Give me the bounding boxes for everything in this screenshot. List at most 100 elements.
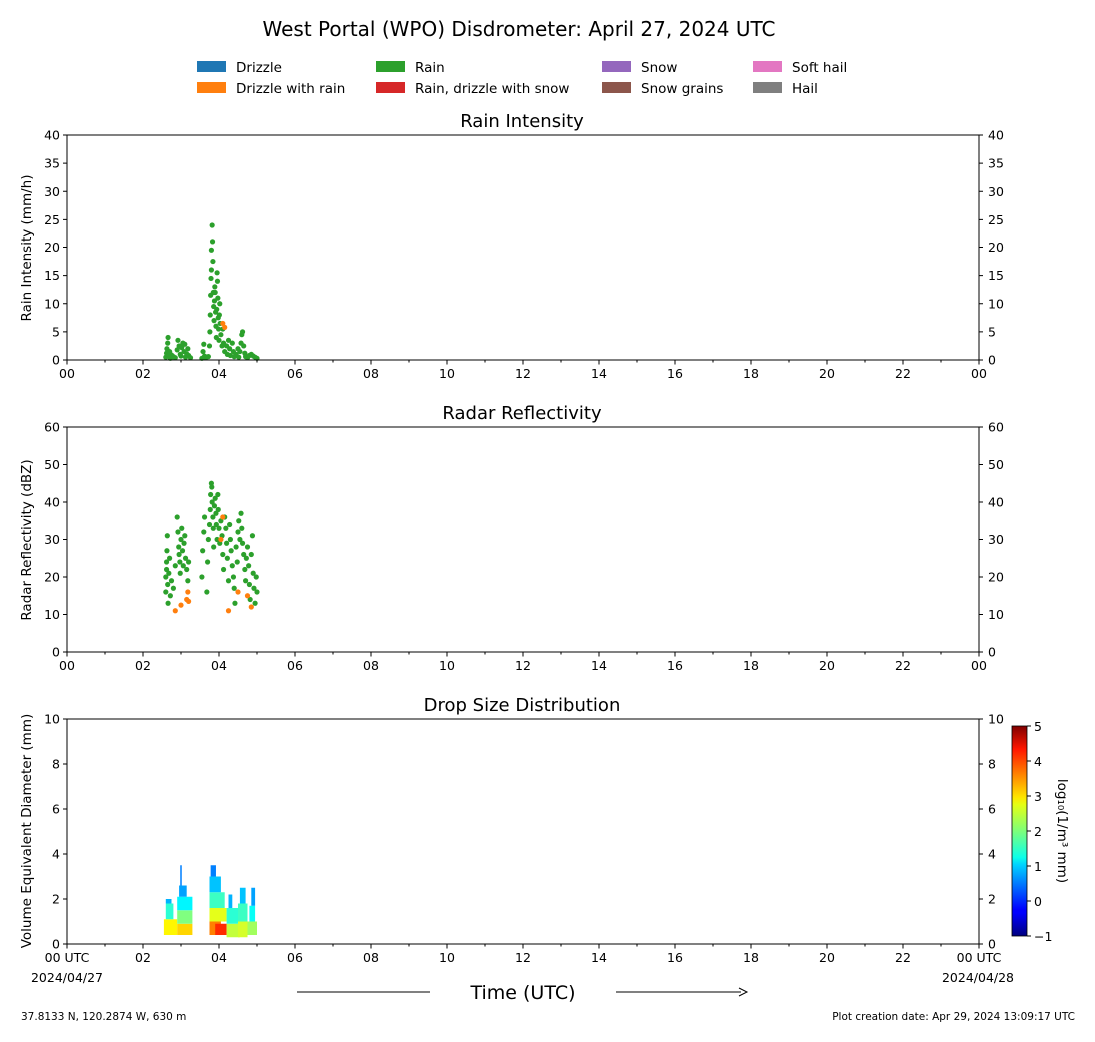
legend-swatch: [376, 61, 405, 72]
x-tick-label: 10: [439, 366, 455, 381]
data-point: [214, 536, 220, 543]
data-point: [170, 585, 176, 591]
data-point: [218, 536, 224, 543]
data-point: [200, 348, 206, 355]
data-point: [217, 301, 223, 307]
data-point: [243, 555, 249, 561]
y-tick-label-right: 10: [988, 296, 1004, 311]
data-point: [248, 604, 254, 610]
data-point: [185, 578, 191, 584]
y-tick-label-right: 20: [988, 570, 1004, 585]
dsd-cell: [165, 899, 172, 904]
data-point: [239, 329, 246, 335]
data-point: [177, 570, 183, 576]
data-point: [222, 324, 228, 330]
data-point: [237, 536, 243, 543]
data-point: [210, 514, 216, 520]
data-point: [215, 491, 221, 498]
location-text: 37.8133 N, 120.2874 W, 630 m: [21, 1011, 186, 1023]
x-tick-label: 06: [287, 366, 303, 381]
data-point: [209, 484, 215, 490]
data-point: [163, 559, 170, 565]
data-point: [247, 596, 253, 603]
y-tick-label-left: 0: [52, 937, 60, 952]
x-tick-label: 22: [895, 658, 911, 673]
x-tick-label: 22: [895, 950, 911, 965]
y-tick-label-right: 40: [988, 128, 1004, 143]
colorbar: log₁₀(1/m³ mm) −1 0 1 2 3 4 5: [1011, 719, 1070, 944]
data-point: [200, 548, 206, 554]
y-tick-label-left: 40: [44, 495, 60, 510]
data-point: [207, 506, 213, 513]
y-tick-label-right: 30: [988, 532, 1004, 547]
data-point: [252, 600, 258, 606]
data-point: [224, 555, 230, 561]
drop-size-ylabel: Volume Equivalent Diameter (mm): [19, 714, 35, 949]
data-point: [223, 525, 229, 531]
y-tick-label-right: 0: [988, 353, 996, 368]
data-point: [250, 570, 256, 576]
data-point: [229, 340, 235, 346]
data-point: [178, 536, 184, 543]
data-point: [187, 355, 194, 361]
colorbar-tick-label: 3: [1034, 789, 1042, 804]
dsd-cell: [226, 908, 238, 924]
y-tick-label-right: 25: [988, 212, 1004, 227]
data-point: [235, 529, 241, 535]
x-tick-label: 14: [591, 950, 607, 965]
y-tick-label-right: 60: [988, 420, 1004, 435]
legend-swatch: [197, 82, 226, 93]
dsd-cell: [165, 903, 174, 920]
dsd-cell: [177, 896, 193, 911]
data-point: [163, 566, 170, 573]
dsd-cell: [247, 921, 257, 935]
colorbar-tick-label: 5: [1034, 719, 1042, 734]
data-point: [214, 278, 221, 284]
y-tick-label-left: 0: [52, 353, 60, 368]
data-point: [178, 602, 184, 608]
data-point: [246, 563, 252, 569]
data-point: [214, 306, 220, 312]
x-tick-label: 20: [819, 950, 835, 965]
legend-label: Snow grains: [641, 81, 723, 97]
axes-frame: [66, 718, 980, 945]
data-point: [216, 337, 222, 343]
data-point: [167, 555, 173, 561]
data-point: [179, 548, 186, 554]
y-tick-label-right: 50: [988, 457, 1004, 472]
data-point: [209, 222, 215, 228]
data-point: [216, 525, 222, 531]
data-point: [182, 555, 189, 561]
radar-reflectivity-title: Radar Reflectivity: [442, 403, 602, 424]
x-tick-label: 14: [591, 366, 607, 381]
data-point: [215, 506, 221, 513]
data-point: [165, 334, 171, 341]
time-axis-label-group: Time (UTC): [297, 982, 749, 1004]
y-tick-label-left: 35: [44, 156, 60, 171]
data-point: [213, 510, 219, 516]
legend-swatch: [197, 61, 226, 72]
y-tick-label-left: 0: [52, 645, 60, 660]
dsd-cell: [179, 885, 187, 897]
dsd-cell: [226, 923, 240, 938]
y-tick-label-left: 15: [44, 268, 60, 283]
x-tick-label: 18: [743, 950, 759, 965]
y-tick-label-left: 60: [44, 420, 60, 435]
data-point: [251, 585, 257, 591]
y-tick-label-right: 15: [988, 268, 1004, 283]
data-point: [231, 585, 237, 591]
legend: Drizzle Drizzle with rain Rain Rain, drizzl…: [197, 60, 847, 97]
legend-swatch: [602, 61, 631, 72]
end-date-label: 2024/04/28: [942, 970, 1014, 985]
data-point: [227, 536, 233, 543]
data-point: [209, 499, 215, 505]
data-point: [165, 340, 171, 346]
data-point: [239, 525, 245, 531]
x-tick-label: 00: [59, 658, 75, 673]
data-point: [179, 525, 185, 531]
data-point: [206, 343, 213, 349]
radar-reflectivity-ylabel: Radar Reflectivity (dBZ): [19, 459, 35, 620]
data-point: [218, 332, 224, 338]
data-point: [205, 559, 211, 565]
